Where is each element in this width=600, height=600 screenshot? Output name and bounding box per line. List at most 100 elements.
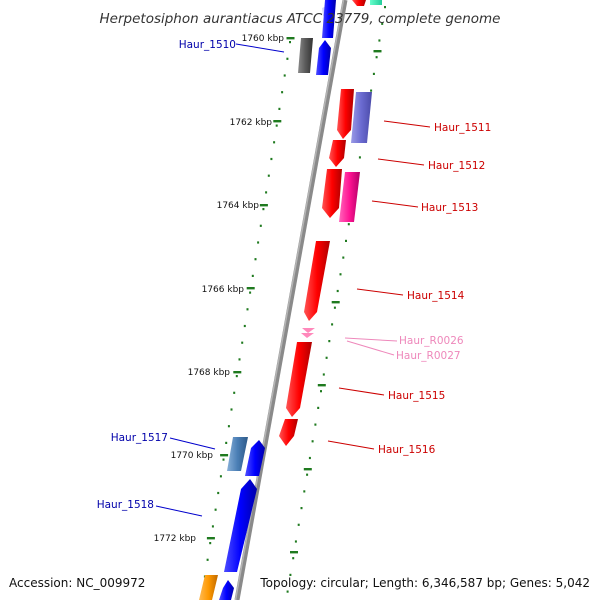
- scale-tick-minor: [262, 208, 265, 211]
- gene-arrow-haur-r0027: [301, 333, 314, 338]
- scale-tick-minor: [278, 107, 281, 110]
- gene-arrow-haur-1516: [279, 419, 298, 446]
- gene-arrow-bottom-orange: [199, 575, 218, 600]
- scale-tick-minor: [246, 308, 249, 311]
- scale-tick-minor: [273, 141, 276, 144]
- gene-arrow-haur-1514: [304, 241, 330, 321]
- gene-label-haur-1515[interactable]: Haur_1515: [388, 390, 445, 402]
- gene-arrow-haur-1511: [337, 89, 354, 139]
- scale-tick-minor: [230, 408, 233, 411]
- scale-tick-minor: [306, 473, 309, 476]
- scale-tick-major: [220, 454, 229, 457]
- gene-arrow-haur-1517-blue: [245, 440, 265, 476]
- gene-arrow-top-teal: [370, 0, 382, 5]
- scale-tick-minor: [370, 89, 373, 92]
- scale-tick-minor: [294, 540, 297, 543]
- scale-tick-major: [233, 371, 242, 374]
- scale-tick-minor: [384, 6, 386, 9]
- scale-tick-minor: [267, 174, 270, 177]
- scale-tick-major: [206, 537, 215, 540]
- gene-arrow-haur-1513: [322, 169, 342, 218]
- scale-tick-minor: [217, 491, 220, 495]
- gene-label-haur-r0026[interactable]: Haur_R0026: [399, 335, 464, 347]
- scale-tick-minor: [209, 542, 212, 545]
- gene-arrow-top-red: [352, 0, 366, 6]
- gene-arrow-haur-1512: [329, 140, 346, 167]
- gene-label-haur-1510[interactable]: Haur_1510: [179, 39, 236, 51]
- label-connectors: [155, 43, 431, 517]
- gene-label-haur-1511[interactable]: Haur_1511: [434, 122, 491, 134]
- scale-tick-minor: [317, 406, 320, 409]
- scale-label-1770: 1770 kbp: [171, 451, 214, 461]
- scale-tick-minor: [257, 241, 260, 244]
- scale-tick-minor: [286, 57, 289, 60]
- scale-tick-minor: [227, 425, 230, 428]
- scale-tick-minor: [303, 490, 306, 493]
- gene-arrow-bottom-blue: [219, 580, 234, 600]
- scale-tick-minor: [251, 274, 254, 277]
- scale-label-1772: 1772 kbp: [154, 534, 197, 544]
- scale-tick-minor: [249, 291, 252, 294]
- scale-tick-major: [290, 551, 298, 554]
- scale-tick-minor: [375, 56, 378, 59]
- gene-arrow-haur-1510-blue: [316, 40, 331, 75]
- genome-backbone: [234, 0, 348, 600]
- scale-tick-major: [286, 37, 295, 40]
- scale-tick-minor: [254, 258, 257, 261]
- scale-tick-minor: [225, 441, 228, 444]
- scale-label-1760: 1760 kbp: [242, 34, 285, 44]
- scale-tick-major: [303, 468, 312, 471]
- scale-tick-minor: [372, 72, 375, 75]
- scale-ticks: [201, 6, 386, 595]
- scale-tick-minor: [222, 458, 225, 461]
- scale-label-1764: 1764 kbp: [217, 201, 260, 211]
- gene-arrow-haur-1511-purple: [351, 92, 372, 143]
- gene-arrow-haur-r0026: [302, 328, 315, 333]
- scale-label-1762: 1762 kbp: [230, 118, 273, 128]
- scale-label-1766: 1766 kbp: [202, 285, 245, 295]
- scale-tick-minor: [381, 22, 384, 25]
- scale-tick-major: [331, 301, 340, 304]
- gene-arrow-top-blue: [322, 0, 336, 38]
- scale-tick-minor: [292, 557, 295, 560]
- scale-tick-minor: [235, 375, 238, 378]
- scale-tick-minor: [286, 590, 289, 593]
- scale-tick-major: [259, 204, 268, 207]
- genome-summary-text: Topology: circular; Length: 6,346,587 bp…: [259, 576, 590, 590]
- gene-label-haur-1518[interactable]: Haur_1518: [97, 499, 154, 511]
- scale-tick-minor: [233, 391, 236, 394]
- scale-tick-minor: [308, 456, 311, 460]
- scale-tick-minor: [342, 256, 345, 259]
- scale-tick-minor: [281, 91, 284, 94]
- scale-tick-minor: [238, 358, 241, 361]
- scale-tick-minor: [311, 440, 314, 443]
- scale-tick-minor: [289, 573, 292, 576]
- scale-tick-minor: [358, 156, 361, 159]
- genome-title: Herpetosiphon aurantiacus ATCC 23779, co…: [100, 11, 501, 27]
- scale-tick-minor: [214, 508, 217, 511]
- gene-arrow-haur-1517-steel: [227, 437, 248, 471]
- scale-tick-minor: [314, 423, 317, 426]
- gene-label-haur-1513[interactable]: Haur_1513: [421, 202, 478, 214]
- gene-label-haur-1517[interactable]: Haur_1517: [111, 432, 168, 444]
- scale-tick-minor: [243, 324, 246, 328]
- scale-tick-minor: [328, 340, 331, 343]
- scale-tick-minor: [322, 373, 325, 376]
- scale-tick-minor: [336, 289, 339, 293]
- gene-label-haur-1512[interactable]: Haur_1512: [428, 160, 485, 172]
- scale-tick-minor: [265, 191, 268, 194]
- gene-label-haur-r0027[interactable]: Haur_R0027: [396, 350, 461, 362]
- scale-tick-minor: [320, 390, 322, 393]
- scale-tick-minor: [297, 523, 300, 526]
- scale-tick-minor: [345, 239, 347, 242]
- gene-label-haur-1516[interactable]: Haur_1516: [378, 444, 436, 456]
- gene-arrow-haur-1515: [286, 342, 312, 417]
- gene-label-haur-1514[interactable]: Haur_1514: [407, 290, 465, 302]
- scale-tick-minor: [378, 39, 381, 42]
- scale-tick-major: [317, 384, 326, 387]
- gene-arrow-haur-1518: [224, 479, 257, 572]
- scale-tick-minor: [211, 525, 214, 528]
- scale-tick-minor: [339, 273, 342, 276]
- scale-tick-major: [373, 50, 382, 53]
